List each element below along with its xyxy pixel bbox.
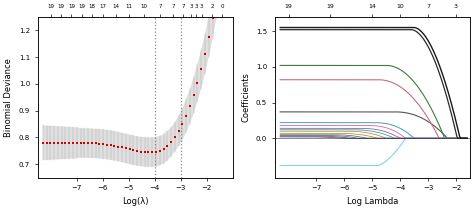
Y-axis label: Binomial Deviance: Binomial Deviance [4,58,13,137]
X-axis label: Log(λ): Log(λ) [122,197,148,206]
X-axis label: Log Lambda: Log Lambda [346,197,398,206]
Y-axis label: Coefficients: Coefficients [241,72,250,122]
